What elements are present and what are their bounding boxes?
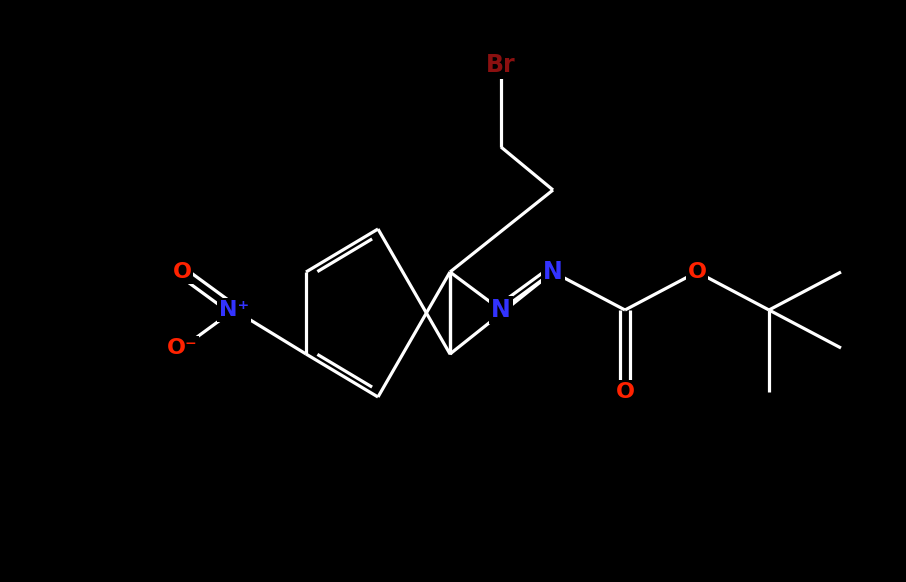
Text: O: O xyxy=(172,262,191,282)
Text: O: O xyxy=(688,262,707,282)
Text: O: O xyxy=(615,382,634,402)
Text: N: N xyxy=(491,298,511,322)
Text: N⁺: N⁺ xyxy=(219,300,249,320)
Text: O⁻: O⁻ xyxy=(167,338,198,358)
Text: Br: Br xyxy=(487,53,516,77)
Text: N: N xyxy=(543,260,563,284)
